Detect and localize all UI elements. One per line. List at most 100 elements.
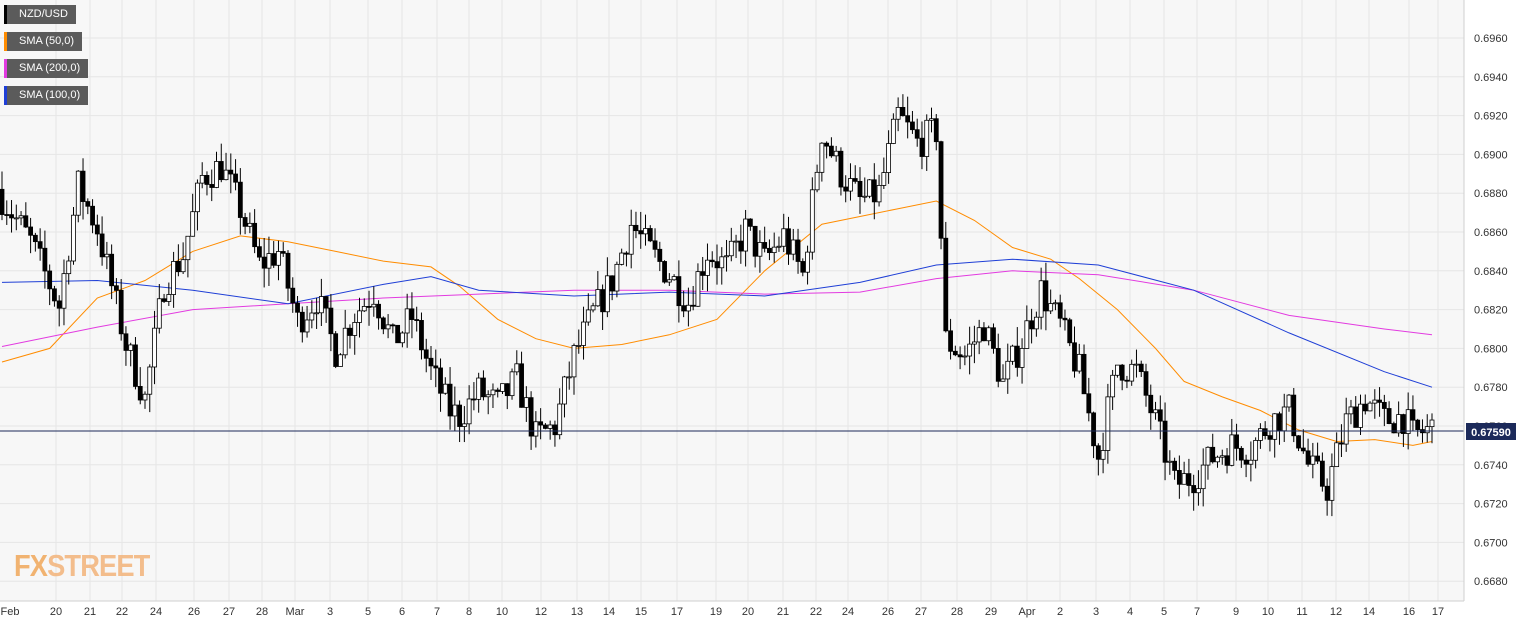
candle-body-down: [709, 259, 715, 263]
candle: [523, 386, 529, 422]
x-tick-label: 27: [915, 606, 927, 618]
x-tick-label: 26: [882, 606, 894, 618]
candle: [428, 346, 434, 381]
candle-body-down: [767, 247, 772, 254]
candle: [519, 351, 524, 408]
candle-body-down: [662, 261, 667, 283]
candle: [600, 284, 605, 331]
candle: [61, 259, 67, 326]
candle: [614, 261, 620, 298]
candle: [604, 257, 610, 318]
candle-body-down: [624, 252, 629, 255]
candle: [1062, 309, 1068, 331]
candle-body-down: [1095, 445, 1101, 460]
candle: [56, 295, 62, 327]
candle: [995, 333, 1001, 388]
candle: [99, 216, 105, 266]
candle-body-up: [1167, 460, 1173, 463]
candle: [571, 343, 577, 395]
candle-body-down: [1162, 420, 1168, 463]
candle: [1210, 433, 1216, 464]
candle: [318, 278, 324, 326]
candle: [714, 244, 720, 285]
candle-body-down: [419, 320, 424, 351]
candle-body-up: [342, 327, 348, 356]
candle-body-down: [109, 253, 115, 287]
candle-body-down: [1339, 442, 1344, 445]
candle-body-up: [1115, 364, 1120, 376]
candle: [1224, 448, 1230, 474]
x-tick-label: 14: [603, 606, 615, 618]
candle: [867, 179, 872, 199]
candle: [23, 202, 29, 229]
current-price-label: 0.67590: [1471, 427, 1511, 439]
candle: [900, 94, 906, 117]
candle: [705, 243, 710, 292]
candle: [881, 157, 887, 189]
candle: [47, 264, 53, 306]
candle-body-down: [428, 357, 434, 367]
candle: [404, 293, 410, 348]
candle-body-down: [647, 228, 653, 242]
candle-body-up: [628, 224, 634, 255]
candle-body-down: [1296, 435, 1301, 449]
candle-body-down: [204, 175, 210, 185]
candle: [733, 234, 739, 259]
candle: [13, 204, 19, 231]
candle-body-down: [1234, 434, 1239, 449]
candle: [442, 377, 448, 395]
candle-body-down: [1157, 409, 1163, 422]
legend-item-nzdusd[interactable]: NZD/USD: [4, 5, 76, 24]
candle-body-down: [1410, 409, 1416, 421]
x-axis-labels: Feb 20 21 22 24 26 27 28 Mar 3 5 6 7 8 10 12 13 14 15 17 19 2…: [1, 606, 1445, 618]
candle-body-up: [1286, 394, 1292, 408]
candle: [1033, 311, 1039, 337]
candle: [366, 290, 372, 326]
candle: [66, 255, 72, 285]
candle: [133, 337, 138, 390]
candle-body-up: [1258, 428, 1263, 441]
candle: [1181, 461, 1187, 485]
candle-body-up: [147, 366, 153, 395]
candle: [342, 309, 348, 359]
candle: [933, 114, 939, 151]
legend-item-sma-50[interactable]: SMA (50,0): [4, 32, 83, 51]
candle: [1010, 344, 1015, 365]
candle-body-down: [943, 237, 949, 332]
candle: [633, 211, 639, 239]
candle: [1100, 432, 1106, 474]
candle-body-down: [1172, 460, 1177, 471]
candle-body-up: [1272, 413, 1278, 440]
legend-item-sma-100[interactable]: SMA (100,0): [4, 86, 89, 105]
candle: [1362, 394, 1368, 415]
candle: [528, 391, 534, 450]
candle: [767, 239, 772, 261]
x-tick-label: 19: [710, 606, 722, 618]
candle-body-down: [752, 225, 758, 257]
candle-body-down: [552, 424, 558, 436]
candle: [814, 164, 820, 193]
candle: [280, 242, 286, 257]
candle: [581, 306, 586, 360]
candle: [686, 287, 691, 327]
candle: [533, 411, 539, 448]
candle: [957, 346, 963, 370]
candle-body-up: [214, 161, 219, 188]
candle-body-up: [1343, 413, 1349, 445]
candle: [214, 151, 219, 189]
candle: [738, 224, 744, 264]
candle-body-down: [233, 173, 238, 183]
candle-body-down: [914, 129, 920, 139]
sma-line: [1, 258, 1433, 388]
legend-item-sma-200[interactable]: SMA (200,0): [4, 59, 89, 78]
candle: [109, 244, 115, 300]
candle: [1429, 413, 1435, 444]
candle-body-up: [318, 296, 324, 314]
candle-body-up: [276, 251, 281, 266]
y-tick-label: 0.6680: [1474, 576, 1508, 588]
candle: [71, 207, 76, 265]
x-tick-label: 11: [1296, 606, 1307, 618]
candle: [495, 387, 501, 398]
candle: [1014, 327, 1020, 377]
